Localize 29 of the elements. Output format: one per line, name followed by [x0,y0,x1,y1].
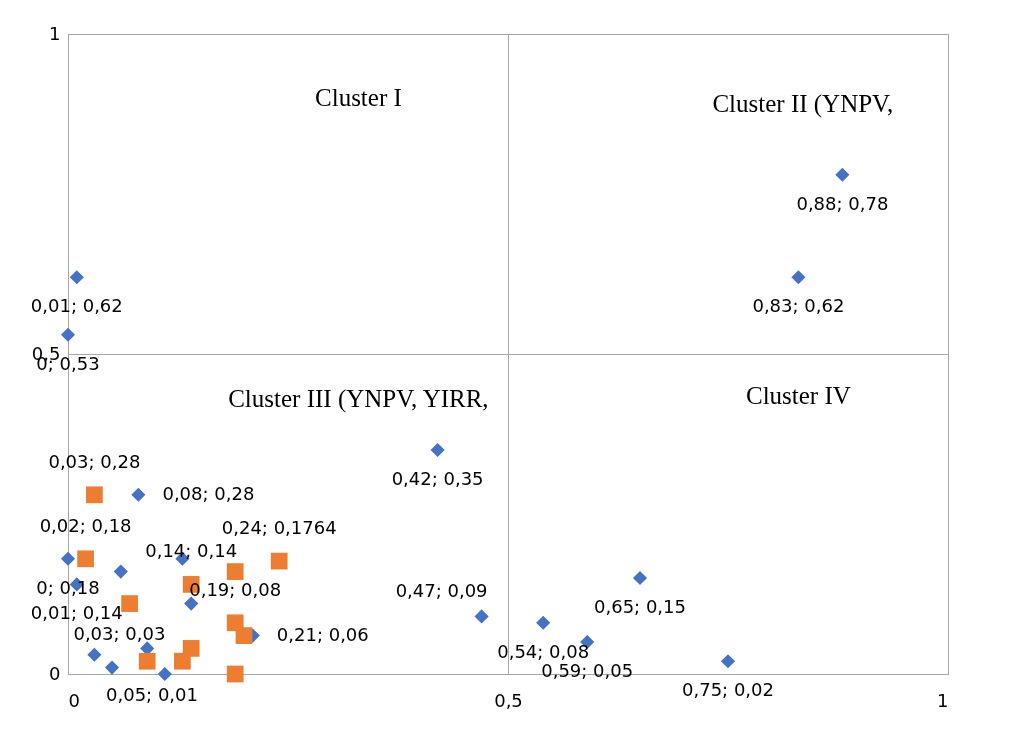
data-label: 0,08; 0,28 [162,482,255,504]
annotation: Cluster IV [745,381,851,409]
data-label: 0,65; 0,15 [594,596,686,617]
data-label: 0,21; 0,06 [276,623,369,645]
data-label: 0,01; 0,14 [30,602,123,624]
data-label: 0,75; 0,02 [682,679,774,701]
data-label: 0,03; 0,28 [48,450,141,472]
data-label: 0,59; 0,05 [541,660,634,681]
data-label: 0,47; 0,09 [395,580,488,602]
data-label: 0,03; 0,03 [73,622,166,644]
x-tick-label: 1 [937,689,949,711]
x-tick-label: 0,5 [494,689,523,711]
data-label: 0; 0,18 [36,576,100,598]
y-tick-label: 0 [49,662,61,684]
data-label: 0,42; 0,35 [391,468,484,489]
data-label: 0,54; 0,08 [497,640,590,662]
x-tick-label: 0 [68,689,80,711]
data-label: 0,24; 0,1764 [221,517,337,539]
annotation: Cluster II (YNPV, [712,90,894,119]
annotation: Cluster III (YNPV, YIRR, [228,384,489,413]
data-label: 0,19; 0,08 [189,578,282,600]
data-label: 0,02; 0,18 [39,514,132,536]
data-label: 0,14; 0,14 [145,540,238,562]
annotation: Cluster I [315,84,402,111]
data-label: 0,05; 0,01 [106,683,198,705]
data-label: 0,83; 0,62 [752,295,845,317]
data-label: 0,88; 0,78 [796,192,889,214]
data-label: 0,01; 0,62 [30,295,123,317]
y-tick-label: 1 [49,22,61,44]
